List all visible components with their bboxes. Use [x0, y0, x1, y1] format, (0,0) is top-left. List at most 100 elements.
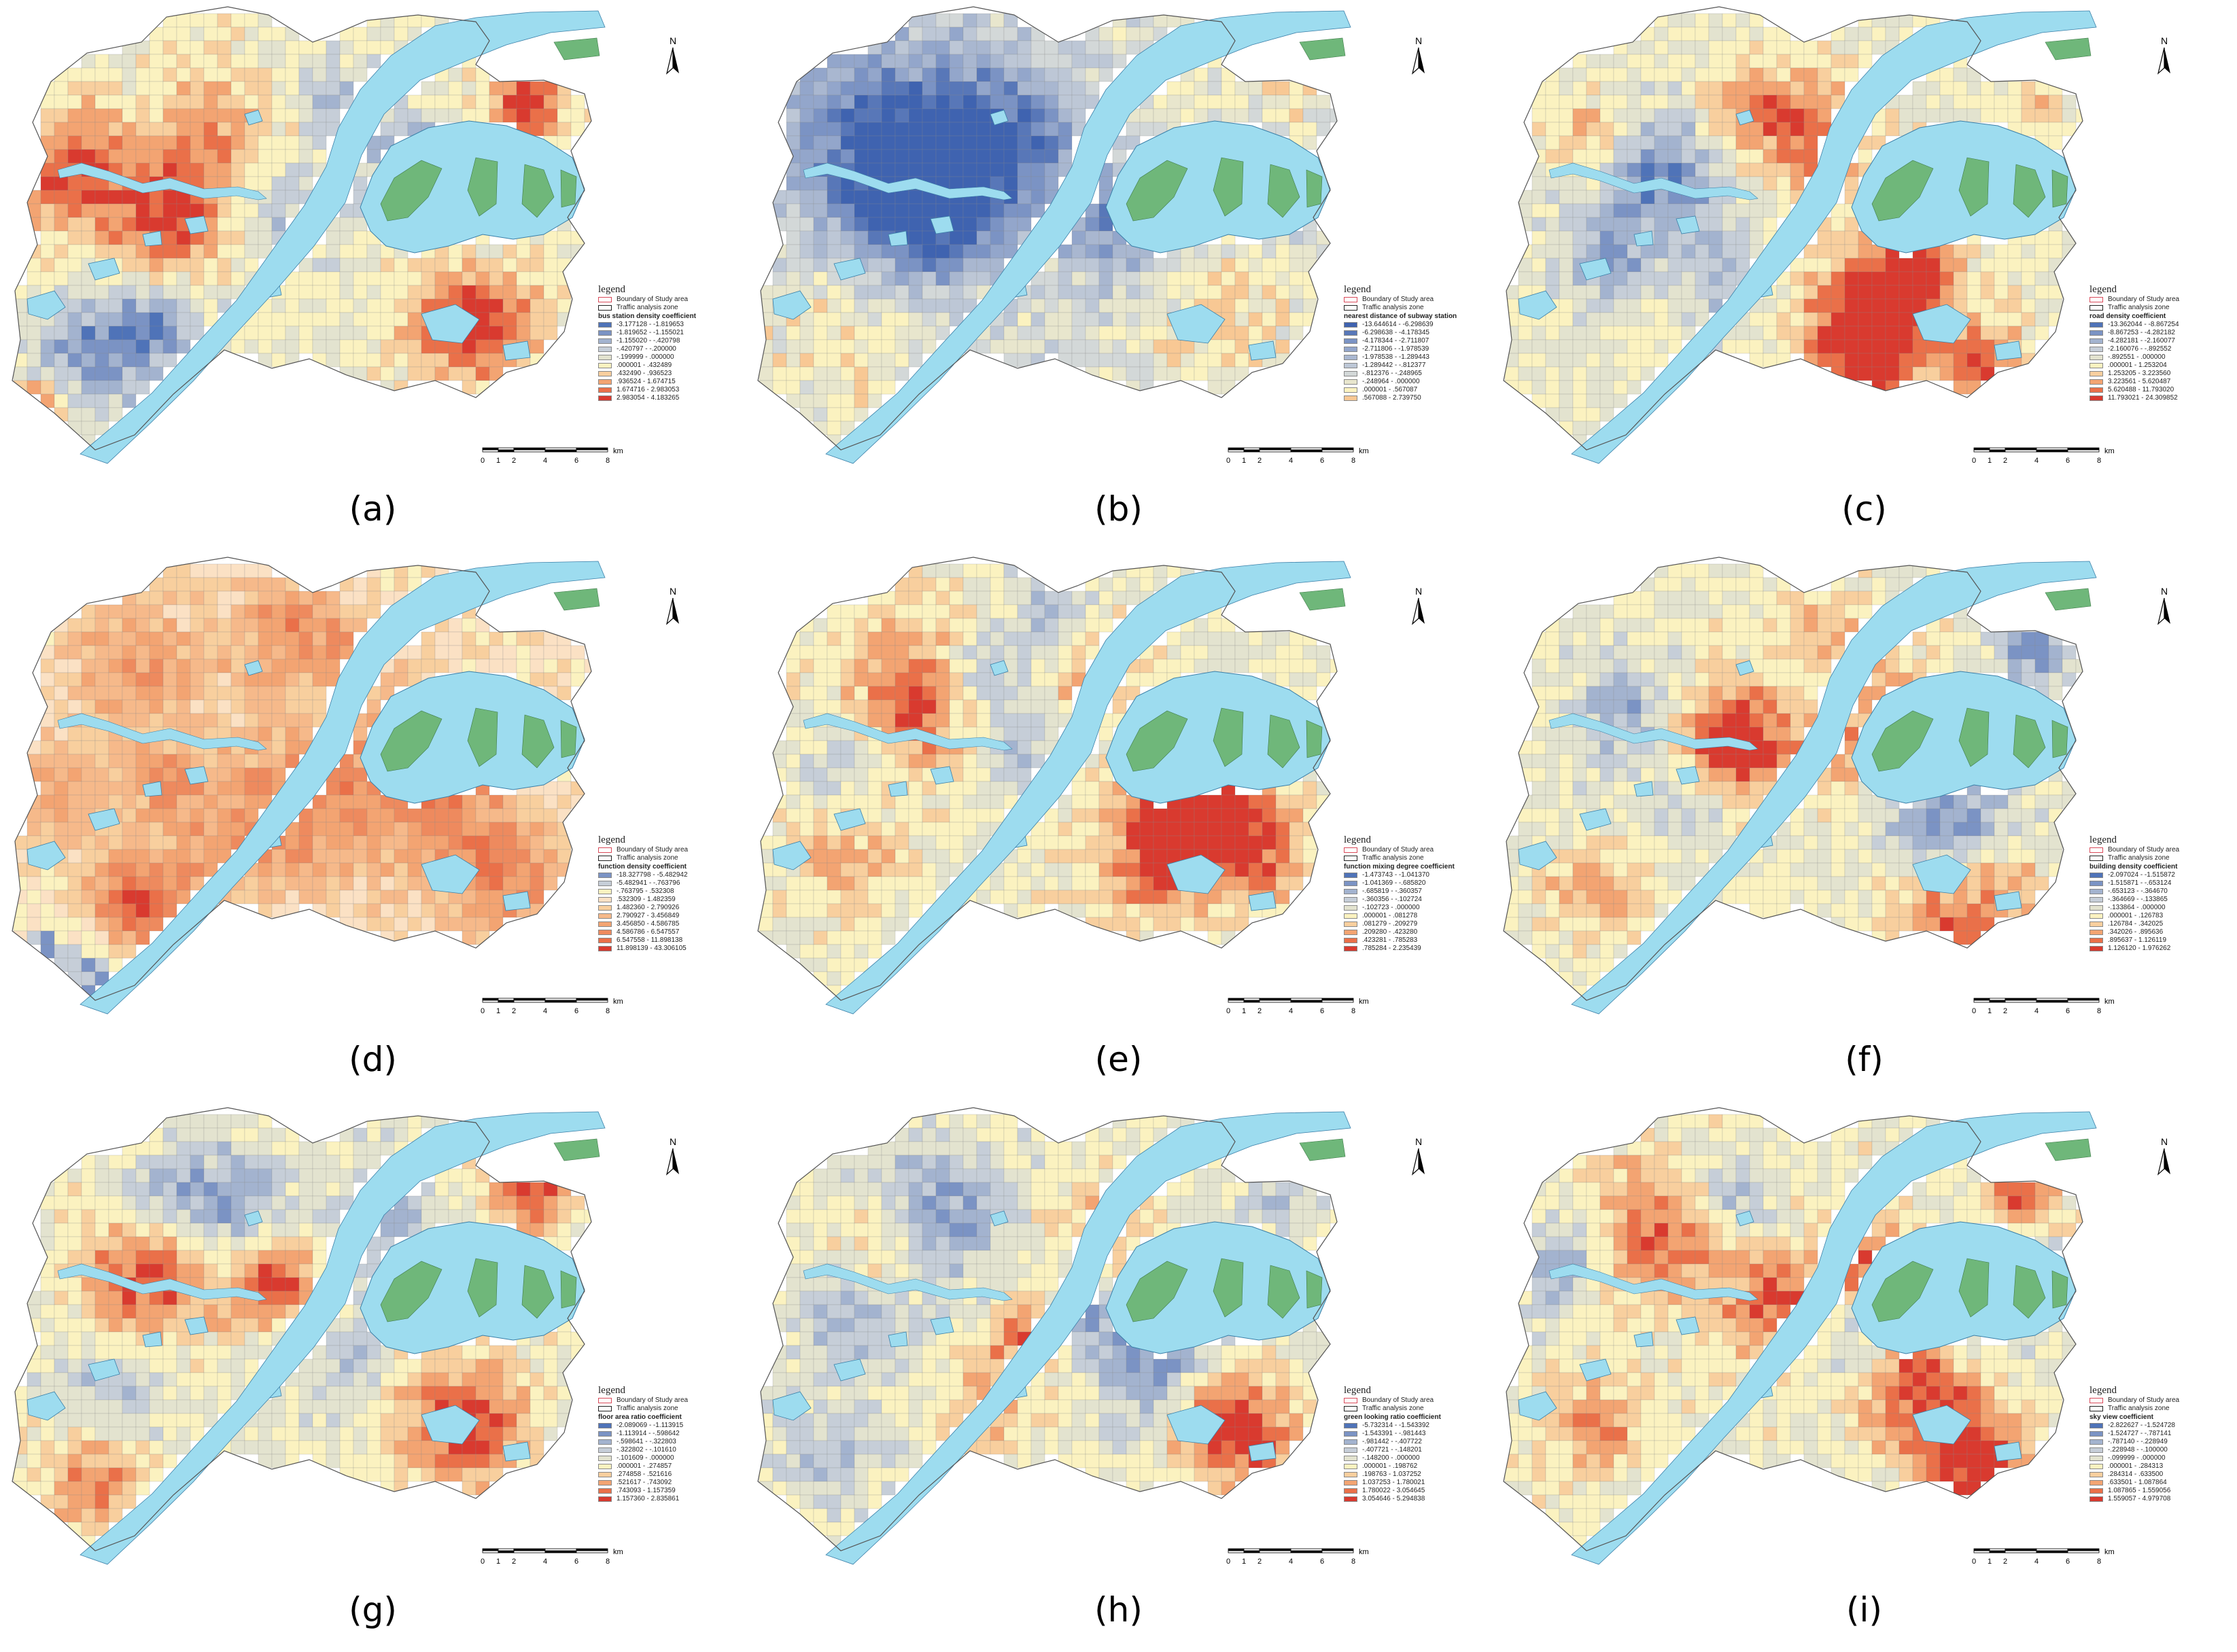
zone-cell	[1599, 339, 1614, 354]
zone-cell	[1627, 645, 1642, 660]
zone-cell	[1980, 326, 1995, 340]
zone-cell	[1058, 108, 1073, 123]
zone-cell	[1044, 339, 1059, 354]
class-swatch	[1344, 330, 1357, 336]
zone-cell	[244, 81, 259, 96]
zone-cell	[1030, 298, 1045, 313]
zone-cell	[976, 672, 991, 687]
zone-cell	[1003, 726, 1018, 741]
zone-cell	[1153, 366, 1168, 381]
small-lake	[421, 304, 480, 344]
zone-cell	[1599, 122, 1614, 137]
zone-cell	[1803, 604, 1818, 619]
zone-cell	[1613, 108, 1628, 123]
zone-cell	[1722, 767, 1737, 782]
zone-cell	[1248, 326, 1263, 340]
zone-cell	[407, 312, 422, 327]
zone-cell	[867, 353, 882, 368]
zone-cell	[81, 876, 96, 891]
zone-cell	[1545, 353, 1560, 368]
zone-cell	[353, 339, 368, 354]
zone-cell	[867, 149, 882, 164]
zone-cell	[81, 917, 96, 932]
zone-cell	[176, 645, 191, 660]
zone-cell	[963, 244, 977, 259]
class-range: .785284 - 2.235439	[1362, 945, 1421, 952]
zone-cell	[285, 176, 300, 191]
zone-cell	[1559, 407, 1574, 422]
zone-cell	[1153, 822, 1168, 837]
zone-cell	[326, 781, 341, 796]
zone-cell	[162, 808, 177, 823]
zone-cell	[990, 67, 1005, 82]
zone-cell	[840, 312, 855, 327]
zone-cell	[271, 190, 286, 205]
zone-cell	[258, 890, 273, 904]
zone-cell	[895, 135, 909, 150]
zone-cell	[867, 54, 882, 69]
zone-cell	[94, 862, 109, 877]
zone-cell	[1275, 645, 1290, 660]
zone-cell	[1790, 176, 1805, 191]
zone-cell	[1640, 244, 1655, 259]
zone-cell	[1559, 645, 1574, 660]
class-swatch	[598, 873, 612, 878]
zone-cell	[54, 176, 69, 191]
zone-cell	[1234, 917, 1249, 932]
zone-cell	[1531, 258, 1546, 273]
zone-cell	[353, 285, 368, 300]
zone-cell	[81, 190, 96, 205]
zone-cell	[1586, 672, 1601, 687]
zone-cell	[81, 686, 96, 701]
zone-cell	[285, 339, 300, 354]
zone-cell	[27, 339, 41, 354]
zone-cell	[1681, 54, 1696, 69]
zone-cell	[244, 67, 259, 82]
zone-cell	[799, 699, 814, 714]
zone-cell	[475, 108, 490, 123]
zone-cell	[1275, 808, 1290, 823]
zone-cell	[54, 230, 69, 245]
zone-cell	[908, 754, 923, 769]
zone-cell	[895, 54, 909, 69]
zone-cell	[489, 298, 504, 313]
zone-cell	[990, 149, 1005, 164]
zone-cell	[1017, 740, 1032, 755]
zone-cell	[949, 13, 964, 28]
zone-cell	[81, 366, 96, 381]
zone-cell	[2034, 794, 2049, 809]
zone-cell	[990, 176, 1005, 191]
zone-cell	[176, 27, 191, 41]
zone-cell	[2021, 339, 2036, 354]
zone-cell	[1071, 822, 1086, 837]
zone-cell	[1017, 339, 1032, 354]
zone-cell	[1627, 108, 1642, 123]
zone-cell	[244, 631, 259, 646]
zone-cell	[1058, 54, 1073, 69]
zone-cell	[1531, 203, 1546, 218]
zone-cell	[935, 876, 950, 891]
zone-cell	[1627, 122, 1642, 137]
zone-cell	[108, 135, 123, 150]
zone-cell	[827, 672, 842, 687]
zone-cell	[867, 326, 882, 340]
zone-cell	[366, 917, 381, 932]
zone-cell	[394, 312, 409, 327]
zone-cell	[990, 699, 1005, 714]
zone-cell	[827, 190, 842, 205]
zone-cell	[827, 699, 842, 714]
zone-cell	[1572, 54, 1587, 69]
zone-cell	[1044, 122, 1059, 137]
zone-cell	[1221, 794, 1236, 809]
zone-cell	[908, 835, 923, 850]
zone-cell	[2021, 672, 2036, 687]
zone-cell	[135, 849, 150, 864]
scale-tick: 0	[1972, 457, 1976, 465]
zone-cell	[217, 13, 232, 28]
zone-cell	[162, 135, 177, 150]
zone-cell	[1926, 94, 1941, 109]
zone-cell	[108, 672, 123, 687]
zone-cell	[394, 339, 409, 354]
zone-cell	[827, 122, 842, 137]
zone-cell	[230, 781, 245, 796]
